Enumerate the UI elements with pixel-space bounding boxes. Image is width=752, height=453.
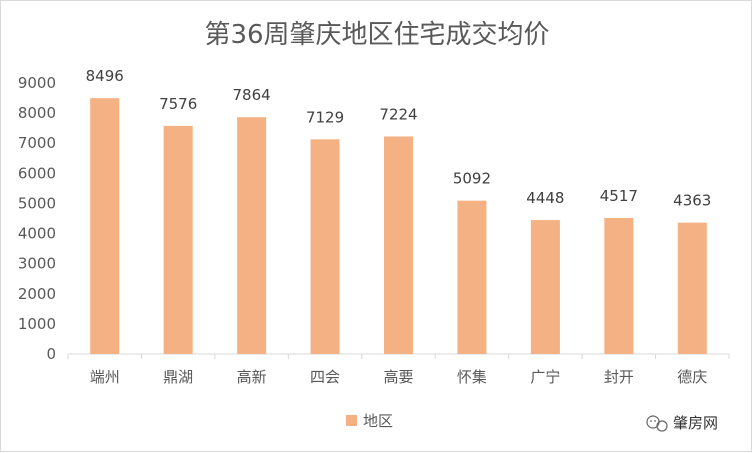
watermark: 肇房网 [646, 414, 718, 432]
bar [457, 200, 487, 354]
data-label: 4517 [600, 187, 638, 205]
bar [90, 98, 120, 355]
x-axis: 端州 鼎湖 高新 四会 高要 怀集 广宁 封开 德庆 [67, 353, 730, 386]
y-tick-label: 2000 [18, 285, 56, 303]
data-label: 5092 [453, 170, 491, 188]
bar [163, 125, 193, 354]
data-label: 7224 [379, 105, 417, 123]
bar [677, 222, 707, 354]
y-tick-label: 0 [46, 345, 56, 363]
bars [90, 98, 707, 355]
x-tick-label: 广宁 [530, 368, 560, 386]
y-tick-label: 4000 [18, 225, 56, 243]
x-tick-label: 四会 [310, 368, 340, 386]
y-tick-label: 5000 [18, 194, 56, 212]
data-label: 7576 [159, 95, 197, 113]
x-tick-label: 高要 [383, 368, 413, 386]
data-label: 4363 [673, 192, 711, 210]
legend-label: 地区 [363, 412, 393, 430]
data-label: 7129 [306, 108, 344, 126]
bar [237, 117, 267, 354]
legend-swatch [346, 415, 357, 426]
x-tick-label: 端州 [90, 368, 120, 386]
watermark-text: 肇房网 [673, 414, 718, 432]
bar [310, 139, 340, 354]
data-label: 4448 [526, 189, 564, 207]
y-tick-label: 3000 [18, 255, 56, 273]
y-tick-label: 6000 [18, 164, 56, 182]
x-tick-label: 德庆 [677, 368, 707, 386]
data-label: 8496 [86, 67, 124, 85]
x-tick-label: 封开 [604, 368, 634, 386]
y-tick-label: 9000 [18, 74, 56, 92]
data-labels: 8496 7576 7864 7129 7224 5092 4448 4517 4363 [86, 67, 712, 209]
chart-title: 第36周肇庆地区住宅成交均价 [204, 20, 549, 50]
bar [530, 220, 560, 354]
wechat-icon [646, 415, 668, 432]
legend: 地区 [346, 412, 393, 430]
x-tick-label: 鼎湖 [163, 368, 193, 386]
data-label: 7864 [233, 86, 271, 104]
y-tick-label: 7000 [18, 134, 56, 152]
bar [604, 217, 634, 354]
x-tick-label: 怀集 [457, 368, 487, 386]
x-tick-label: 高新 [237, 368, 267, 386]
bar [384, 136, 413, 354]
y-tick-label: 1000 [18, 315, 56, 333]
y-axis: 0 1000 2000 3000 4000 5000 6000 7000 8000 9000 [18, 74, 56, 363]
y-tick-label: 8000 [18, 104, 56, 122]
